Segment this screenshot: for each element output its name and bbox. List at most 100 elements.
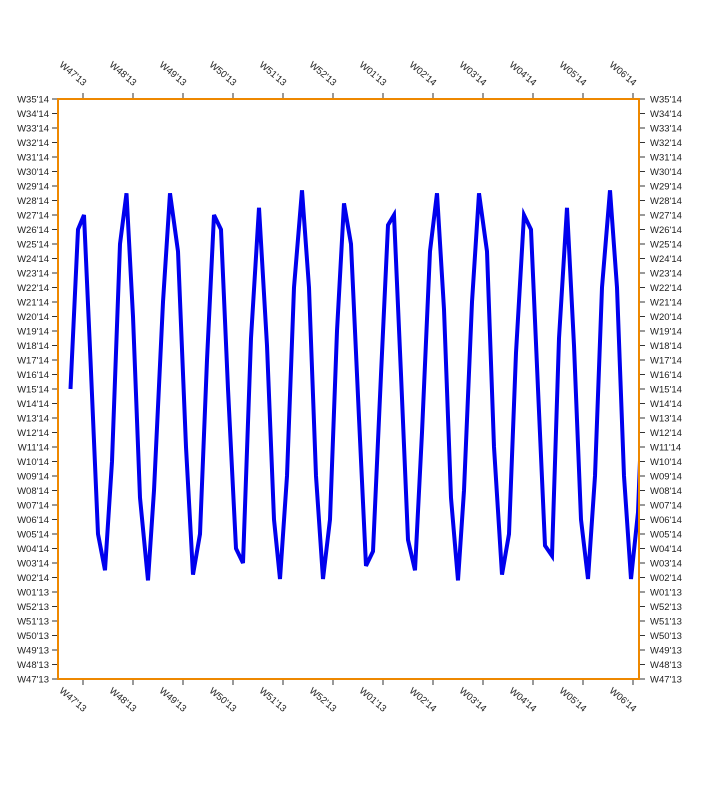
y-tick-label-right: W03'14 <box>650 559 682 570</box>
x-tick-label-top: W49'13 <box>157 60 189 89</box>
x-tick-label-bottom: W05'14 <box>557 686 589 715</box>
x-tick-label-top: W52'13 <box>307 60 339 89</box>
x-tick-label-bottom: W49'13 <box>157 686 189 715</box>
y-tick-label-right: W27'14 <box>650 211 682 222</box>
y-tick-label-left: W34'14 <box>17 109 49 120</box>
y-tick-label-right: W21'14 <box>650 298 682 309</box>
y-tick-label-right: W51'13 <box>650 617 682 628</box>
x-tick-label-bottom: W01'13 <box>357 686 389 715</box>
y-tick-label-right: W06'14 <box>650 515 682 526</box>
series-layer <box>68 190 639 581</box>
x-tick-label-bottom: W03'14 <box>457 686 489 715</box>
y-tick-label-left: W09'14 <box>17 472 49 483</box>
y-tick-label-right: W17'14 <box>650 356 682 367</box>
y-tick-label-right: W48'13 <box>650 660 682 671</box>
x-tick-label-top: W02'14 <box>407 60 439 89</box>
y-tick-label-right: W14'14 <box>650 399 682 410</box>
y-tick-label-right: W31'14 <box>650 153 682 164</box>
y-tick-label-left: W27'14 <box>17 211 49 222</box>
y-tick-label-right: W12'14 <box>650 428 682 439</box>
y-tick-label-left: W18'14 <box>17 341 49 352</box>
y-tick-label-right: W18'14 <box>650 341 682 352</box>
x-tick-label-top: W01'13 <box>357 60 389 89</box>
y-tick-label-right: W10'14 <box>650 457 682 468</box>
plot-frame <box>57 98 640 680</box>
y-tick-label-right: W33'14 <box>650 124 682 135</box>
x-tick-label-bottom: W48'13 <box>107 686 139 715</box>
y-tick-label-left: W05'14 <box>17 530 49 541</box>
y-tick-label-left: W10'14 <box>17 457 49 468</box>
y-tick-label-left: W01'13 <box>17 588 49 599</box>
x-tick-label-bottom: W02'14 <box>407 686 439 715</box>
y-tick-label-left: W49'13 <box>17 646 49 657</box>
y-tick-label-right: W05'14 <box>650 530 682 541</box>
y-tick-label-left: W14'14 <box>17 399 49 410</box>
x-tick-label-top: W04'14 <box>507 60 539 89</box>
y-tick-label-right: W49'13 <box>650 646 682 657</box>
x-tick-label-top: W47'13 <box>57 60 89 89</box>
y-tick-label-left: W50'13 <box>17 631 49 642</box>
y-tick-label-right: W52'13 <box>650 602 682 613</box>
y-tick-label-left: W19'14 <box>17 327 49 338</box>
y-tick-label-left: W51'13 <box>17 617 49 628</box>
y-tick-label-right: W35'14 <box>650 95 682 106</box>
y-tick-label-left: W21'14 <box>17 298 49 309</box>
x-tick-label-top: W50'13 <box>207 60 239 89</box>
y-axis-left: W47'13 W48'13 W49'13 W50'13 W51'13 W52'13 W01'… <box>17 95 58 686</box>
y-tick-label-left: W13'14 <box>17 414 49 425</box>
y-tick-label-left: W24'14 <box>17 254 49 265</box>
y-tick-label-right: W34'14 <box>650 109 682 120</box>
y-tick-label-right: W23'14 <box>650 269 682 280</box>
y-tick-label-left: W25'14 <box>17 240 49 251</box>
y-tick-label-left: W20'14 <box>17 312 49 323</box>
y-tick-label-right: W20'14 <box>650 312 682 323</box>
y-tick-label-right: W22'14 <box>650 283 682 294</box>
y-tick-label-left: W26'14 <box>17 225 49 236</box>
y-tick-label-left: W11'14 <box>18 443 49 454</box>
y-tick-label-left: W48'13 <box>17 660 49 671</box>
y-tick-label-left: W47'13 <box>17 675 49 686</box>
y-axis-right: W47'13 W48'13 W49'13 W50'13 W51'13 W52'13 W01'… <box>639 95 682 686</box>
y-tick-label-right: W13'14 <box>650 414 682 425</box>
y-tick-label-right: W30'14 <box>650 167 682 178</box>
y-tick-label-right: W25'14 <box>650 240 682 251</box>
y-tick-label-right: W50'13 <box>650 631 682 642</box>
x-tick-label-top: W51'13 <box>257 60 289 89</box>
y-tick-label-left: W06'14 <box>17 515 49 526</box>
y-tick-label-left: W35'14 <box>17 95 49 106</box>
x-tick-label-bottom: W51'13 <box>257 686 289 715</box>
y-tick-label-left: W12'14 <box>17 428 49 439</box>
y-tick-label-left: W16'14 <box>17 370 49 381</box>
y-tick-label-right: W32'14 <box>650 138 682 149</box>
y-tick-label-left: W28'14 <box>17 196 49 207</box>
y-tick-label-right: W01'13 <box>650 588 682 599</box>
y-tick-label-left: W29'14 <box>17 182 49 193</box>
y-tick-label-right: W19'14 <box>650 327 682 338</box>
y-tick-label-right: W24'14 <box>650 254 682 265</box>
y-tick-label-left: W04'14 <box>17 544 49 555</box>
y-tick-label-right: W02'14 <box>650 573 682 584</box>
x-tick-label-bottom: W47'13 <box>57 686 89 715</box>
y-tick-label-right: W09'14 <box>650 472 682 483</box>
x-axis-bottom: W47'13 W48'13 W49'13 W50'13 W51'13 W52'13 W01'… <box>57 679 638 715</box>
y-tick-label-left: W17'14 <box>17 356 49 367</box>
x-tick-label-top: W05'14 <box>557 60 589 89</box>
x-tick-label-top: W03'14 <box>457 60 489 89</box>
y-tick-label-right: W47'13 <box>650 675 682 686</box>
y-tick-label-left: W30'14 <box>17 167 49 178</box>
x-axis-top: W47'13 W48'13 W49'13 W50'13 W51'13 W52'13 W01'… <box>57 60 639 99</box>
y-tick-label-right: W07'14 <box>650 501 682 512</box>
y-tick-label-right: W04'14 <box>650 544 682 555</box>
y-tick-label-right: W29'14 <box>650 182 682 193</box>
y-tick-label-left: W08'14 <box>17 486 49 497</box>
y-tick-label-right: W16'14 <box>650 370 682 381</box>
x-tick-label-top: W06'14 <box>607 60 639 89</box>
x-tick-label-bottom: W50'13 <box>207 686 239 715</box>
y-tick-label-right: W26'14 <box>650 225 682 236</box>
y-tick-label-right: W28'14 <box>650 196 682 207</box>
y-tick-label-left: W33'14 <box>17 124 49 135</box>
y-tick-label-left: W15'14 <box>17 385 49 396</box>
y-tick-label-right: W15'14 <box>650 385 682 396</box>
series-line-1 <box>68 190 639 581</box>
y-tick-label-left: W03'14 <box>17 559 49 570</box>
